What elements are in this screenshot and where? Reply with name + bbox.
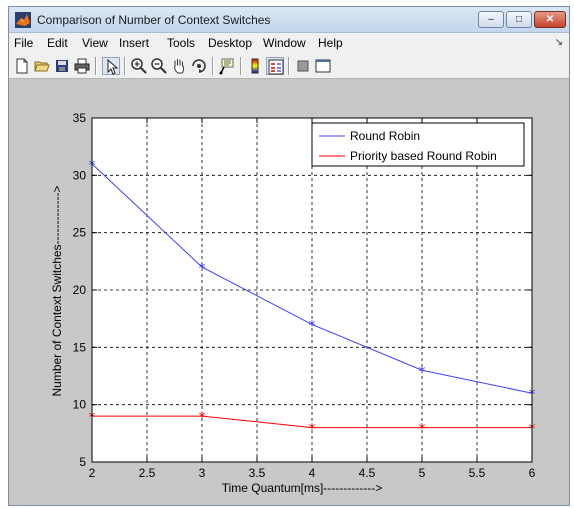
y-tick-label: 20	[73, 283, 87, 297]
data-point-marker: *	[309, 318, 316, 334]
figure-canvas[interactable]: 2 2.5 3 3.5 4 4.5 5 5.5 6 5 10 15 20 25 30 35 * * * * * * * * * *…	[9, 79, 569, 505]
open-file-icon[interactable]	[33, 57, 51, 75]
zoom-out-icon[interactable]	[150, 57, 168, 75]
menu-edit[interactable]: Edit	[47, 36, 68, 50]
hide-plot-tools-icon[interactable]	[294, 57, 312, 75]
figure-window: Comparison of Number of Context Switches…	[8, 6, 570, 506]
menu-bar: File Edit View Insert Tools Desktop Wind…	[9, 33, 569, 53]
x-tick-label: 3.5	[249, 466, 266, 480]
x-tick-label: 5.5	[469, 466, 486, 480]
x-tick-label: 3	[199, 466, 206, 480]
minimize-button[interactable]: –	[478, 11, 504, 28]
x-axis-label: Time Quantum[ms]------------->	[222, 481, 383, 495]
edit-plot-arrow-icon[interactable]	[102, 57, 120, 75]
menu-window[interactable]: Window	[263, 36, 306, 50]
x-tick-label: 2	[89, 466, 96, 480]
series-line-priority-round-robin	[92, 415, 532, 429]
data-point-marker: *	[309, 422, 316, 438]
y-tick-label: 10	[73, 398, 87, 412]
toolbar-separator	[124, 57, 126, 75]
new-figure-icon[interactable]	[13, 57, 31, 75]
insert-legend-icon[interactable]	[266, 57, 284, 75]
y-tick-label: 30	[73, 168, 87, 182]
series-line-round-robin	[91, 163, 533, 394]
toolbar-separator	[240, 57, 242, 75]
toolbar-separator	[288, 57, 290, 75]
title-bar[interactable]: Comparison of Number of Context Switches…	[9, 7, 569, 33]
menu-tools[interactable]: Tools	[167, 36, 196, 50]
maximize-button[interactable]: □	[506, 11, 532, 28]
y-tick-label: 25	[73, 226, 87, 240]
window-title: Comparison of Number of Context Switches	[37, 13, 271, 27]
data-point-marker: *	[199, 410, 206, 426]
legend-entry: Round Robin	[350, 129, 420, 143]
axes-box	[91, 117, 533, 463]
y-tick-label: 35	[73, 111, 87, 125]
y-tick-label: 5	[79, 455, 86, 469]
menu-view[interactable]: View	[82, 36, 108, 50]
legend-entry: Priority based Round Robin	[350, 149, 497, 163]
figure-toolbar	[9, 53, 569, 79]
save-icon[interactable]	[53, 57, 71, 75]
toolbar-separator	[95, 57, 97, 75]
x-tick-label: 4.5	[359, 466, 376, 480]
data-point-marker: *	[419, 422, 426, 438]
matlab-logo-icon	[15, 12, 31, 28]
toolbar-separator	[212, 57, 214, 75]
menu-desktop[interactable]: Desktop	[208, 36, 253, 50]
close-button[interactable]: ✕	[534, 11, 566, 28]
zoom-in-icon[interactable]	[130, 57, 148, 75]
y-tick-label: 15	[73, 340, 87, 354]
x-tick-label: 6	[529, 466, 536, 480]
data-point-marker: *	[199, 261, 206, 277]
y-axis-label: Number of Context Switches------------->	[50, 185, 64, 396]
x-tick-label: 5	[419, 466, 426, 480]
x-tick-label: 4	[309, 466, 316, 480]
rotate-3d-icon[interactable]	[190, 57, 208, 75]
menu-file[interactable]: File	[14, 36, 34, 50]
insert-colorbar-icon[interactable]	[246, 57, 264, 75]
menu-help[interactable]: Help	[318, 36, 343, 50]
x-tick-label: 2.5	[139, 466, 156, 480]
menu-insert[interactable]: Insert	[119, 36, 150, 50]
show-plot-tools-icon[interactable]	[314, 57, 332, 75]
print-icon[interactable]	[73, 57, 91, 75]
data-point-marker: *	[419, 364, 426, 380]
legend-box	[311, 122, 525, 167]
data-cursor-icon[interactable]	[218, 57, 236, 75]
dock-arrow-icon[interactable]: ↘	[554, 37, 563, 48]
pan-hand-icon[interactable]	[170, 57, 188, 75]
